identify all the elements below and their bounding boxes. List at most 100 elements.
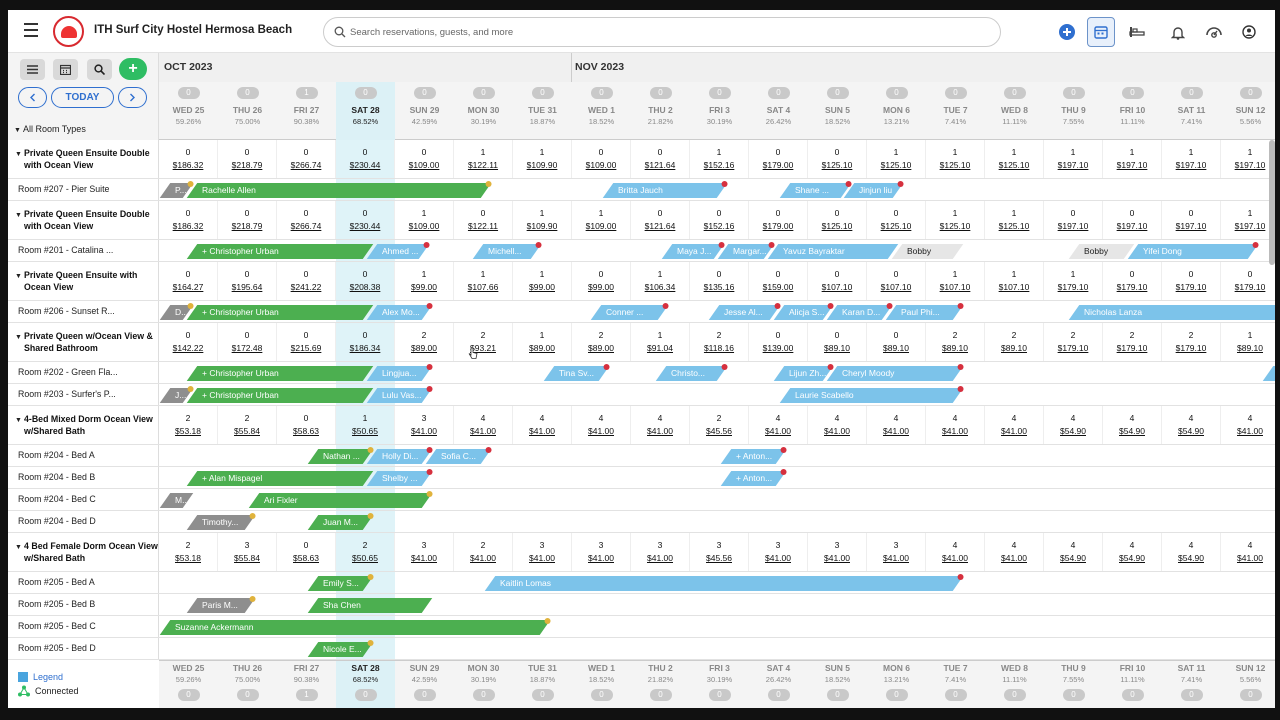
reservation-bar[interactable]: Karan D...: [826, 303, 893, 320]
rate-price[interactable]: $118.16: [703, 343, 735, 353]
day-column-header[interactable]: 0 FRI 3 30.19%: [690, 82, 749, 140]
rate-price[interactable]: $164.27: [172, 282, 204, 292]
rate-price[interactable]: $230.44: [349, 221, 381, 231]
rate-cell[interactable]: 0 $215.69: [277, 323, 336, 361]
rate-cell[interactable]: 1 $107.10: [926, 262, 985, 300]
reservation-bar[interactable]: Alex Mo...: [366, 303, 433, 320]
reservation-bar[interactable]: Maya J...: [661, 242, 725, 259]
rate-price[interactable]: $45.56: [706, 426, 732, 436]
reservation-bar[interactable]: Michell...: [472, 242, 542, 259]
rate-cell[interactable]: 0 $135.16: [690, 262, 749, 300]
rate-price[interactable]: $197.10: [1234, 160, 1266, 170]
rate-price[interactable]: $89.00: [588, 343, 614, 353]
rate-cell[interactable]: 0 $89.10: [867, 323, 926, 361]
day-column-header[interactable]: 0 MON 6 13.21%: [867, 82, 926, 140]
day-column-header[interactable]: 0 SUN 29 42.59%: [395, 82, 454, 140]
rate-cell[interactable]: 3 $41.00: [395, 533, 454, 571]
rate-cell[interactable]: 0 $58.63: [277, 406, 336, 444]
rate-price[interactable]: $197.10: [1057, 221, 1089, 231]
rate-price[interactable]: $266.74: [290, 160, 322, 170]
rate-cell[interactable]: 4 $54.90: [1162, 533, 1221, 571]
rate-cell[interactable]: 4 $41.00: [1221, 533, 1275, 571]
reservation-bar[interactable]: Kaitlin Lomas: [484, 574, 964, 591]
row-label[interactable]: ▼ 4 Bed Female Dorm Ocean View w/Shared B…: [8, 533, 159, 571]
rate-cell[interactable]: 0 $186.32: [159, 140, 218, 178]
rate-cell[interactable]: 0 $164.27: [159, 262, 218, 300]
rate-price[interactable]: $109.90: [526, 160, 558, 170]
calendar-view-button[interactable]: [53, 59, 78, 80]
rate-price[interactable]: $195.64: [231, 282, 263, 292]
rate-price[interactable]: $50.65: [352, 553, 378, 563]
reservation-bar[interactable]: + Alan Mispagel: [186, 471, 373, 486]
reservation-bar[interactable]: Britta Jauch: [602, 181, 728, 198]
day-column-header[interactable]: WED 1 18.52% 0: [572, 661, 631, 708]
rate-cell[interactable]: 1 $109.90: [513, 201, 572, 239]
rate-price[interactable]: $152.16: [703, 160, 735, 170]
day-column-header[interactable]: FRI 10 11.11% 0: [1103, 661, 1162, 708]
rate-price[interactable]: $99.00: [588, 282, 614, 292]
reservation-bar[interactable]: Shelby ...: [366, 469, 433, 486]
rate-price[interactable]: $41.00: [765, 426, 791, 436]
rate-cell[interactable]: 3 $45.56: [690, 533, 749, 571]
rate-price[interactable]: $41.00: [765, 553, 791, 563]
rate-price[interactable]: $99.00: [529, 282, 555, 292]
reservation-bar[interactable]: + Christopher Urban: [186, 305, 373, 320]
day-column-header[interactable]: FRI 27 90.38% 1: [277, 661, 336, 708]
rate-cell[interactable]: 0 $99.00: [572, 262, 631, 300]
day-column-header[interactable]: 0 SUN 12 5.56%: [1221, 82, 1275, 140]
rate-cell[interactable]: 1 $107.10: [985, 262, 1044, 300]
rate-cell[interactable]: 2 $89.10: [985, 323, 1044, 361]
rate-cell[interactable]: 0 $186.32: [159, 201, 218, 239]
rate-price[interactable]: $179.10: [1175, 343, 1207, 353]
rate-price[interactable]: $109.00: [585, 160, 617, 170]
rate-cell[interactable]: 1 $50.65: [336, 406, 395, 444]
rate-cell[interactable]: 2 $118.16: [690, 323, 749, 361]
reservation-bar[interactable]: + Anton...: [720, 469, 787, 486]
rate-cell[interactable]: 0 $152.16: [690, 201, 749, 239]
rate-cell[interactable]: 0 $230.44: [336, 201, 395, 239]
rate-price[interactable]: $125.10: [821, 160, 853, 170]
calendar-icon[interactable]: [1087, 17, 1115, 47]
rate-cell[interactable]: 1 $197.10: [1103, 140, 1162, 178]
day-column-header[interactable]: 0 TUE 31 18.87%: [513, 82, 572, 140]
rate-cell[interactable]: 0 $179.10: [1162, 262, 1221, 300]
rate-price[interactable]: $109.00: [408, 160, 440, 170]
reservation-bar[interactable]: Alicja S...: [773, 303, 834, 320]
reservation-bar[interactable]: Nathan ...: [307, 447, 374, 464]
rate-cell[interactable]: 4 $41.00: [985, 406, 1044, 444]
add-reservation-button[interactable]: +: [119, 58, 147, 80]
rate-price[interactable]: $122.11: [467, 160, 499, 170]
rate-price[interactable]: $91.04: [647, 343, 673, 353]
reservation-bar[interactable]: Juan M...: [307, 513, 374, 530]
reservation-bar[interactable]: Nicholas Lanza: [1068, 305, 1275, 320]
reservation-bar[interactable]: Sha Chen: [307, 598, 432, 613]
rate-price[interactable]: $125.10: [998, 160, 1030, 170]
rate-price[interactable]: $89.00: [529, 343, 555, 353]
reservation-bar[interactable]: + Christopher Urban: [186, 366, 373, 381]
rate-price[interactable]: $197.10: [1116, 160, 1148, 170]
rate-price[interactable]: $125.10: [939, 221, 971, 231]
day-column-header[interactable]: THU 26 75.00% 0: [218, 661, 277, 708]
rate-cell[interactable]: 0 $179.10: [1103, 262, 1162, 300]
rate-price[interactable]: $109.00: [408, 221, 440, 231]
day-column-header[interactable]: WED 8 11.11% 0: [985, 661, 1044, 708]
reservation-bar[interactable]: Conner ...: [590, 303, 669, 320]
rate-cell[interactable]: 0 $218.79: [218, 201, 277, 239]
list-view-button[interactable]: [20, 59, 45, 80]
connection-icon[interactable]: [1203, 21, 1225, 43]
bed-icon[interactable]: [1126, 21, 1148, 43]
rate-price[interactable]: $125.10: [880, 221, 912, 231]
rate-price[interactable]: $41.00: [1237, 553, 1263, 563]
rate-cell[interactable]: 1 $109.00: [572, 201, 631, 239]
rate-price[interactable]: $109.90: [526, 221, 558, 231]
row-label[interactable]: ▼ Private Queen Ensuite Double with Ocean…: [8, 140, 159, 178]
reservation-bar[interactable]: Lulu Vas...: [366, 386, 433, 403]
rate-cell[interactable]: 2 $53.18: [159, 406, 218, 444]
rate-price[interactable]: $54.90: [1060, 426, 1086, 436]
room-type-filter[interactable]: ▼ All Room Types: [14, 124, 86, 134]
rate-price[interactable]: $135.16: [703, 282, 735, 292]
rate-cell[interactable]: 0 $179.00: [749, 140, 808, 178]
rate-price[interactable]: $41.00: [470, 426, 496, 436]
rate-cell[interactable]: 1 $197.10: [1162, 140, 1221, 178]
rate-price[interactable]: $89.10: [824, 343, 850, 353]
